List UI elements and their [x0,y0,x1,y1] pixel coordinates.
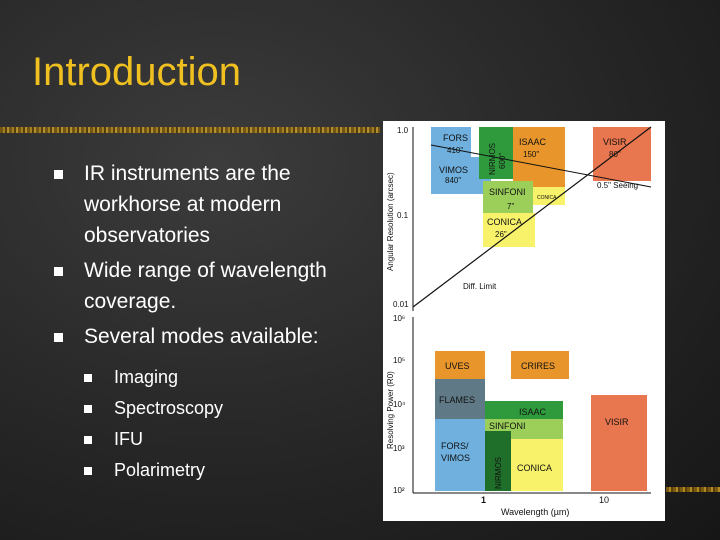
sub-bullet-text: Imaging [114,367,179,387]
nirmos-top-label: NIRMOS [488,143,497,175]
bottom-tick-1e5: 10⁵ [393,356,405,365]
bullet-square-icon [84,436,92,444]
bottom-tick-1e6: 10⁶ [393,314,405,323]
conica-top-label: CONICA [487,217,522,227]
vimos-label: VIMOS [439,165,468,175]
vimos-value: 840" [445,176,461,185]
flames-label: FLAMES [439,395,475,405]
diffraction-limit-line [412,126,652,308]
sub-bullet-text: Polarimetry [114,460,206,480]
fors-label: FORS/ [441,441,469,451]
bullet-text: Wide range of wavelength coverage. [84,259,327,313]
bullet-square-icon [84,374,92,382]
sinfoni-top-value: 7" [507,202,514,211]
seeing-line [430,144,652,188]
sinfoni-top-box [483,181,533,216]
bottom-tick-1e2: 10² [393,486,405,495]
bottom-panel: UVES CRIRES FLAMES ISAAC SINFONI VISIR F… [386,314,651,517]
visir-top-box [593,127,651,181]
sinfoni-top-label: SINFONI [489,187,526,197]
nirmos-top-value: 600" [498,153,507,169]
bullet-item: Wide range of wavelength coverage. [52,255,352,317]
visir-label: VISIR [605,417,629,427]
top-panel: FORS 410" VIMOS 840" NIRMOS 600" ISAAC 1… [386,126,652,311]
sub-bullet-item: IFU [82,424,352,455]
x-tick-10: 10 [599,495,609,505]
bullet-square-icon [84,467,92,475]
uves-box [435,351,485,379]
nirmos-label: NIRMOS [494,457,503,489]
conica-small-box [533,187,565,205]
bottom-y-label: Resolving Power (R0) [386,371,395,449]
bullet-square-icon [54,170,63,179]
conica-top-value: 26" [495,230,507,239]
title-divider [0,127,380,133]
crires-label: CRIRES [521,361,555,371]
conica-box [511,439,563,491]
conica-label: CONICA [517,463,552,473]
bullet-item: Several modes available: [52,321,352,352]
isaac-top-label: ISAAC [519,137,547,147]
uves-label: UVES [445,361,470,371]
fors-label: FORS [443,133,468,143]
sub-bullet-item: Polarimetry [82,455,352,486]
instrument-figure: FORS 410" VIMOS 840" NIRMOS 600" ISAAC 1… [383,121,665,521]
sub-bullet-item: Imaging [82,362,352,393]
isaac-top-value: 150" [523,150,539,159]
bullet-square-icon [54,333,63,342]
slide-title: Introduction [32,50,242,94]
top-tick-001: 0.01 [393,300,409,309]
conica-small-label: CONICA [537,195,557,201]
instrument-figure-svg: FORS 410" VIMOS 840" NIRMOS 600" ISAAC 1… [386,126,652,517]
sinfoni-label: SINFONI [489,421,526,431]
top-tick-01: 0.1 [397,211,409,220]
top-y-label: Angular Resolution (arcsec) [386,172,395,271]
sub-bullet-text: IFU [114,429,143,449]
nirmos-box [485,431,511,491]
visir-box [591,395,647,491]
conica-top-box [483,213,535,247]
vimos-label: VIMOS [441,453,470,463]
isaac-label: ISAAC [519,407,547,417]
bottom-tick-1e4: 10⁴ [393,400,406,409]
sub-bullet-text: Spectroscopy [114,398,224,418]
x-tick-1: 1 [481,495,486,505]
x-axis-label: Wavelength (µm) [501,507,569,517]
corner-divider [666,487,720,492]
seeing-label: 0.5" Seeing [597,181,638,190]
bullet-text: IR instruments are the workhorse at mode… [84,162,291,247]
bullet-square-icon [54,267,63,276]
crires-box [511,351,569,379]
bullet-square-icon [84,405,92,413]
top-tick-1: 1.0 [397,126,409,135]
visir-top-label: VISIR [603,137,627,147]
bullet-item: IR instruments are the workhorse at mode… [52,158,352,251]
bullet-list: IR instruments are the workhorse at mode… [52,158,352,486]
bottom-tick-1e3: 10³ [393,444,405,453]
fors-value: 410" [447,146,463,155]
fors-vimos-box [435,419,485,491]
sub-bullet-item: Spectroscopy [82,393,352,424]
isaac-top-box [513,127,565,187]
diff-limit-label: Diff. Limit [463,282,497,291]
nirmos-top-box [479,127,513,179]
flames-box [435,379,485,419]
bullet-text: Several modes available: [84,325,319,348]
